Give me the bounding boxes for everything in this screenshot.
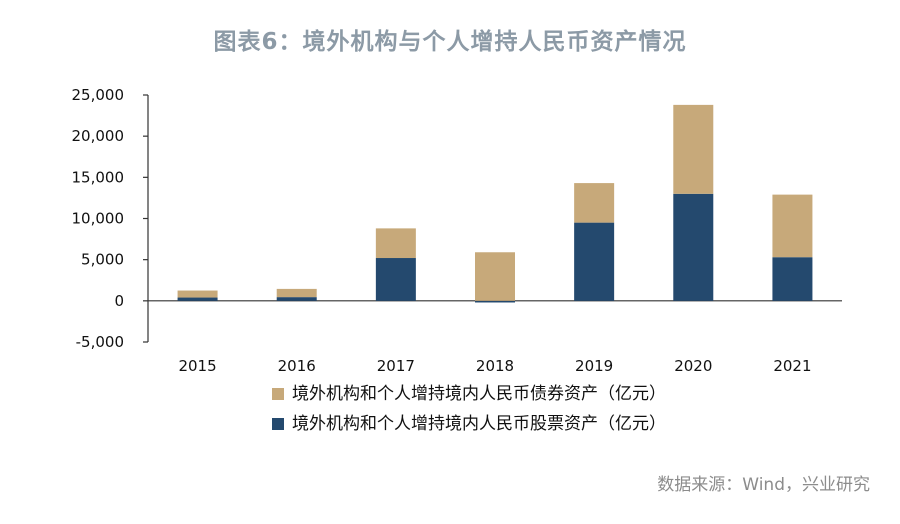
bar-stock-2020 [673,193,714,301]
legend-swatch-stock [272,418,284,430]
bar-stock-2021 [772,257,813,301]
y-tick-label: 10,000 [72,210,125,228]
bar-bond-2021 [772,194,813,258]
bar-stock-2016 [276,297,317,301]
y-tick-label: 15,000 [72,168,125,186]
y-tick-label: 5,000 [81,251,124,269]
legend-item-bond: 境外机构和个人增持境内人民币债券资产（亿元） [272,379,666,404]
bar-bond-2015 [177,290,218,298]
x-tick-label: 2021 [773,357,811,375]
x-tick-label: 2019 [575,357,613,375]
bar-stock-2018 [475,300,515,303]
legend-item-stock: 境外机构和个人增持境内人民币股票资产（亿元） [272,409,666,434]
x-tick-label: 2020 [674,357,712,375]
y-tick-label: -5,000 [76,333,124,351]
y-tick-label: 25,000 [72,86,125,104]
bar-stock-2019 [574,222,615,301]
bar-bond-2019 [574,183,615,223]
chart-title: 图表6：境外机构与个人增持人民币资产情况 [213,29,687,55]
bar-bond-2020 [673,104,714,194]
bar-stock-2017 [375,258,416,301]
x-tick-label: 2016 [278,357,316,375]
legend-swatch-bond [272,388,284,400]
x-tick-label: 2015 [178,357,216,375]
bar-bond-2016 [276,288,317,298]
x-tick-label: 2017 [377,357,415,375]
bar-bond-2017 [375,228,416,259]
legend-label-stock: 境外机构和个人增持境内人民币股票资产（亿元） [292,414,666,434]
y-tick-label: 0 [114,292,124,310]
y-tick-label: 20,000 [72,127,125,145]
x-tick-label: 2018 [476,357,514,375]
source-note: 数据来源：Wind，兴业研究 [657,475,870,495]
bar-bond-2018 [475,252,515,301]
legend-label-bond: 境外机构和个人增持境内人民币债券资产（亿元） [292,384,666,404]
bar-stock-2015 [177,297,218,301]
